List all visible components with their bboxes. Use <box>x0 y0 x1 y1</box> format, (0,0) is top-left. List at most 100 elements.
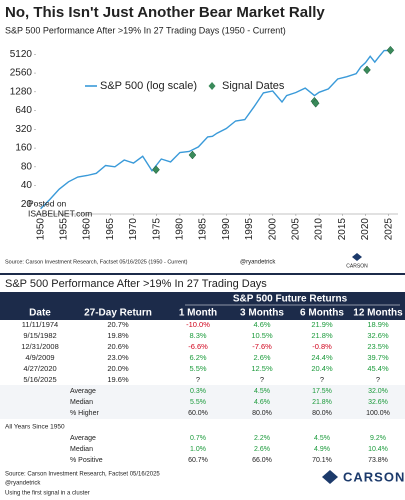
table-cell: 23.5% <box>367 342 389 351</box>
legend-marker <box>208 82 216 90</box>
summary-cell: 1.0% <box>190 446 206 453</box>
table-cell: 21.9% <box>311 320 333 329</box>
summary-cell: Average <box>70 435 96 442</box>
x-tick-label: 2025 <box>383 218 394 241</box>
chart-source: Source: Carson Investment Research, Fact… <box>5 259 188 265</box>
table-cell: -6.6% <box>188 342 208 351</box>
table-cell: 6.2% <box>189 353 206 362</box>
summary-cell: 70.1% <box>312 457 332 464</box>
table-cell: 9/15/1982 <box>23 331 56 340</box>
table-cell: 20.4% <box>311 364 333 373</box>
signal-marker <box>188 150 197 160</box>
summary-cell: Median <box>70 446 93 453</box>
table-logo: CARSON <box>343 469 405 484</box>
table-cell: 5.5% <box>189 364 206 373</box>
summary-cell: 0.3% <box>190 388 206 395</box>
y-tick-label: 2560 <box>10 68 33 79</box>
table-handle: @ryandetrick <box>5 481 41 487</box>
summary-cell: 0.7% <box>190 435 206 442</box>
y-tick-label: 160 <box>15 143 32 154</box>
table-cell: 20.0% <box>107 364 129 373</box>
summary-cell: 4.9% <box>314 446 330 453</box>
summary-cell: 4.5% <box>254 388 270 395</box>
table-cell: 21.8% <box>311 331 333 340</box>
summary-cell: 2.6% <box>254 446 270 453</box>
table-cell: 23.0% <box>107 353 129 362</box>
table-title: S&P 500 Performance After >19% In 27 Tra… <box>5 278 267 290</box>
x-tick-label: 2000 <box>267 218 278 241</box>
table-cell: 12.5% <box>251 364 273 373</box>
summary-band <box>0 385 405 419</box>
legend-label: Signal Dates <box>222 80 285 92</box>
column-header: 27-Day Return <box>84 308 152 319</box>
y-tick-label: 20 <box>21 199 33 210</box>
signal-marker <box>311 98 320 108</box>
signal-marker <box>386 45 395 55</box>
summary-cell: 10.4% <box>368 446 388 453</box>
watermark: ISABELNET.com <box>28 208 92 218</box>
x-tick-label: 1960 <box>82 218 93 241</box>
summary-cell: 80.0% <box>312 410 332 417</box>
summary-cell: 4.5% <box>314 435 330 442</box>
table-cell: -0.8% <box>312 342 332 351</box>
x-tick-label: 2020 <box>360 218 371 241</box>
y-tick-label: 40 <box>21 180 33 191</box>
table-header-band <box>0 292 405 320</box>
table-cell: 19.6% <box>107 375 129 384</box>
table-cell: 20.6% <box>107 342 129 351</box>
x-tick-label: 1975 <box>151 218 162 241</box>
column-header: 6 Months <box>300 308 344 319</box>
summary-cell: % Positive <box>70 457 103 464</box>
x-tick-label: 1995 <box>244 218 255 241</box>
column-header: Date <box>29 308 51 319</box>
summary-cell: Average <box>70 388 96 395</box>
summary-cell: 100.0% <box>366 410 390 417</box>
table-cell: 24.4% <box>311 353 333 362</box>
table-cell: 45.4% <box>367 364 389 373</box>
chart-handle: @ryandetrick <box>240 260 276 266</box>
table-cell: 39.7% <box>367 353 389 362</box>
table-note: Using the first signal in a cluster <box>5 491 90 497</box>
table-cell: -7.6% <box>252 342 272 351</box>
x-tick-label: 1970 <box>128 218 139 241</box>
x-tick-label: 1950 <box>35 218 46 241</box>
summary-cell: 60.7% <box>188 457 208 464</box>
table-cell: ? <box>196 375 200 384</box>
y-tick-label: 1280 <box>10 86 33 97</box>
summary-cell: Median <box>70 399 93 406</box>
table-cell: 5/16/2025 <box>23 375 56 384</box>
column-header: 12 Months <box>353 308 403 319</box>
column-header: 3 Months <box>240 308 284 319</box>
legend-label: S&P 500 (log scale) <box>100 80 197 92</box>
summary-cell: 17.5% <box>312 388 332 395</box>
y-tick-label: 320 <box>15 124 32 135</box>
x-tick-label: 1985 <box>198 218 209 241</box>
table-cell: 20.7% <box>107 320 129 329</box>
chart-logo: CARSON <box>346 263 368 269</box>
x-tick-label: 2005 <box>291 218 302 241</box>
watermark: Posted on <box>28 198 67 208</box>
x-tick-label: 1990 <box>221 218 232 241</box>
table-source: Source: Carson Investment Research, Fact… <box>5 472 160 478</box>
x-tick-label: 2015 <box>337 218 348 241</box>
table-cell: 8.3% <box>189 331 206 340</box>
summary-cell: 2.2% <box>254 435 270 442</box>
x-tick-label: 2010 <box>314 218 325 241</box>
table-cell: 4/9/2009 <box>25 353 54 362</box>
summary-cell: 21.8% <box>312 399 332 406</box>
group-header: S&P 500 Future Returns <box>233 294 348 305</box>
x-tick-label: 1980 <box>175 218 186 241</box>
x-tick-label: 1955 <box>58 218 69 241</box>
table-cell: 12/31/2008 <box>21 342 59 351</box>
y-tick-label: 5120 <box>10 49 33 60</box>
table-cell: 10.5% <box>251 331 273 340</box>
signal-marker <box>152 165 160 175</box>
y-tick-label: 640 <box>15 105 32 116</box>
summary-cell: % Higher <box>70 410 99 417</box>
table-cell: ? <box>320 375 324 384</box>
summary-cell: 80.0% <box>252 410 272 417</box>
summary-cell: 32.6% <box>368 399 388 406</box>
table-cell: -10.0% <box>186 320 210 329</box>
all-years-title: All Years Since 1950 <box>5 424 65 431</box>
